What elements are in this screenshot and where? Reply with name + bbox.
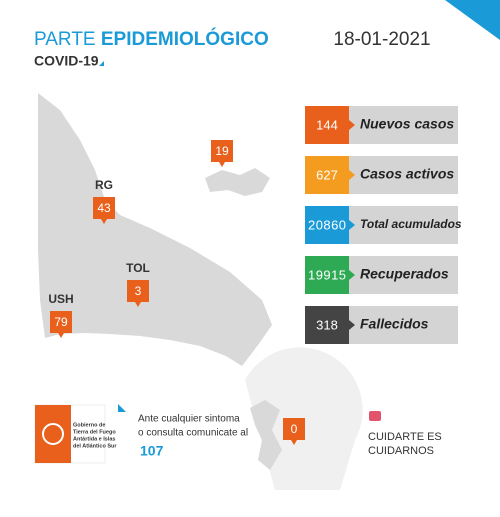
stat-pointer — [349, 120, 355, 130]
marker-label: TOL — [126, 261, 150, 275]
antarctic-peninsula — [250, 400, 282, 470]
corner-triangle — [445, 0, 500, 40]
stat-value: 627 — [316, 167, 338, 182]
marker-box — [283, 418, 305, 440]
stat-pointer — [349, 170, 355, 180]
marker-box — [50, 311, 72, 333]
marker-pointer — [58, 333, 64, 338]
stat-label: Fallecidos — [360, 316, 429, 332]
logo-line: del Atlántico Sur — [73, 443, 117, 449]
slogan: CUIDARNOS — [368, 445, 434, 457]
footer-mark — [118, 404, 126, 412]
subtitle-mark — [99, 61, 104, 66]
marker-value: 3 — [135, 284, 142, 298]
stat-pointer — [349, 320, 355, 330]
heart-icon — [369, 411, 381, 421]
logo-line: Tierra del Fuego — [73, 429, 116, 435]
marker-label: USH — [48, 292, 73, 306]
marker-box — [211, 140, 233, 162]
slogan: CUIDARTE ES — [368, 431, 442, 443]
stat-pointer — [349, 270, 355, 280]
stat-value: 19915 — [308, 267, 346, 282]
marker-box — [127, 280, 149, 302]
marker-pointer — [219, 162, 225, 167]
logo-line: Antártida e Islas — [73, 436, 116, 442]
marker-pointer — [135, 302, 141, 307]
stat-value-box — [305, 306, 349, 344]
main-island — [38, 93, 272, 366]
stat-label: Recuperados — [360, 266, 449, 282]
logo-emblem — [42, 423, 64, 445]
phone: 107 — [140, 443, 164, 459]
marker-label: RG — [95, 178, 113, 192]
stat-value-box — [305, 206, 349, 244]
stat-value: 144 — [316, 117, 338, 132]
malvinas-islands — [205, 168, 270, 196]
title-bold: EPIDEMIOLÓGICO — [101, 28, 269, 50]
stat-value-box — [305, 256, 349, 294]
logo-block — [35, 405, 71, 463]
contact-line: Ante cualquier sintoma — [138, 414, 240, 425]
marker-value: 19 — [215, 144, 229, 158]
stat-label: Casos activos — [360, 166, 454, 182]
stat-label: Total acumulados — [360, 217, 462, 231]
logo-line: Gobierno de — [73, 422, 105, 428]
stat-value: 318 — [316, 317, 338, 332]
stat-value: 20860 — [308, 217, 346, 232]
stat-value-box — [305, 156, 349, 194]
marker-box — [93, 197, 115, 219]
marker-pointer — [291, 440, 297, 445]
date: 18-01-2021 — [333, 29, 430, 50]
map-markers: 19 RG 43 TOL 3 USH 79 0 — [48, 140, 305, 445]
marker-value: 79 — [54, 315, 68, 329]
marker-value: 0 — [291, 422, 298, 436]
title: PARTE EPIDEMIOLÓGICO — [34, 28, 269, 50]
title-light: PARTE — [34, 29, 96, 50]
stat-pointer — [349, 220, 355, 230]
subtitle: COVID-19 — [34, 53, 99, 69]
stat-label: Nuevos casos — [360, 116, 454, 132]
stats-list: 144 Nuevos casos 627 Casos activos 20860 Tota… — [305, 106, 462, 344]
stat-value-box — [305, 106, 349, 144]
contact-line: o consulta comunicate al — [138, 428, 248, 439]
marker-pointer — [101, 219, 107, 224]
marker-value: 43 — [97, 201, 111, 215]
